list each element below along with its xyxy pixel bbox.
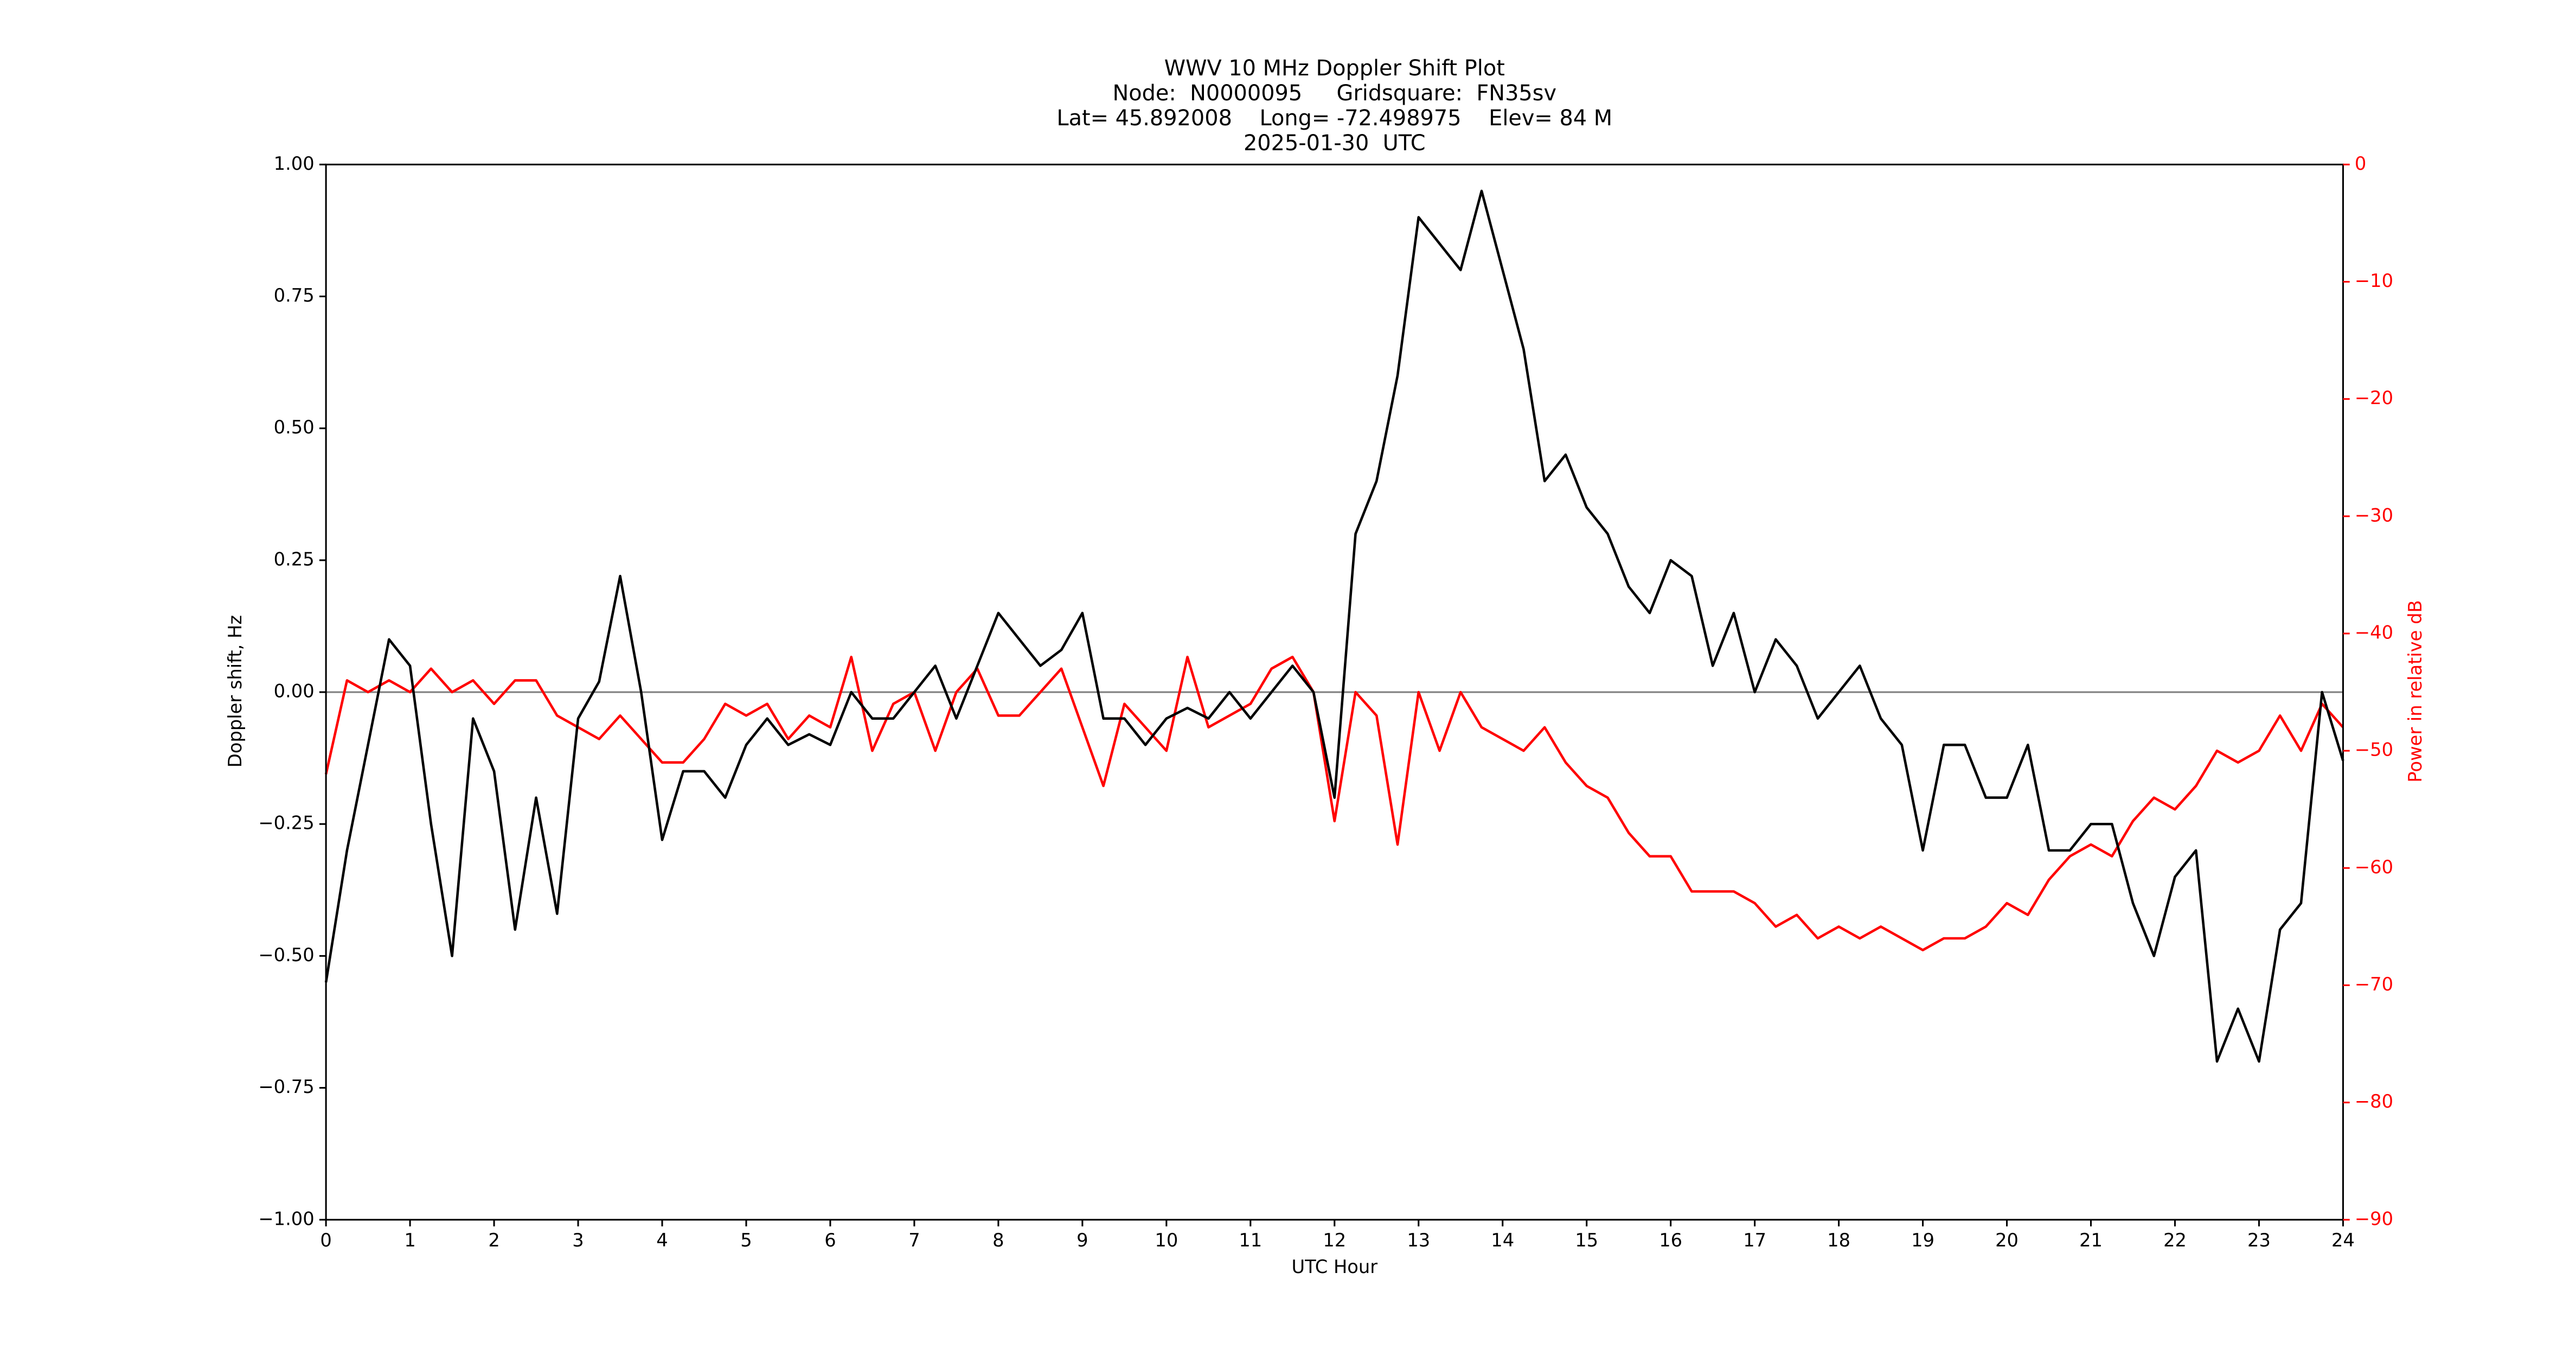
x-tick-label: 15 xyxy=(1575,1230,1598,1251)
y2-axis-label: Power in relative dB xyxy=(2405,600,2426,782)
x-tick-label: 12 xyxy=(1323,1230,1346,1251)
x-tick-label: 10 xyxy=(1155,1230,1178,1251)
y-tick-label: 0.25 xyxy=(274,548,315,570)
data-line xyxy=(324,189,2344,1063)
x-tick-label: 16 xyxy=(1659,1230,1682,1251)
x-tick-label: 13 xyxy=(1407,1230,1430,1251)
y-tick-label: −0.75 xyxy=(258,1076,314,1097)
x-tick-label: 2 xyxy=(488,1230,499,1251)
y-tick-label: 0.00 xyxy=(274,681,315,702)
x-axis-label: UTC Hour xyxy=(1291,1256,1377,1277)
x-tick-label: 5 xyxy=(740,1230,752,1251)
chart-subtitle: 2025-01-30 UTC xyxy=(1244,131,1426,156)
chart-title: WWV 10 MHz Doppler Shift Plot xyxy=(1164,56,1505,81)
x-tick-label: 24 xyxy=(2331,1230,2355,1251)
plot-frame xyxy=(325,163,2344,1221)
x-tick-label: 8 xyxy=(992,1230,1004,1251)
y2-tick-label: 0 xyxy=(2355,153,2366,174)
y2-tick-label: −40 xyxy=(2355,622,2393,643)
data-line xyxy=(324,655,2344,951)
x-tick-label: 23 xyxy=(2247,1230,2271,1251)
y2-tick-label: −30 xyxy=(2355,504,2393,526)
y2-tick-label: −10 xyxy=(2355,270,2393,291)
y2-tick-label: −20 xyxy=(2355,387,2393,408)
y2-tick-label: −90 xyxy=(2355,1208,2393,1229)
x-tick-label: 9 xyxy=(1076,1230,1088,1251)
x-tick-label: 22 xyxy=(2163,1230,2187,1251)
y2-tick-label: −70 xyxy=(2355,974,2393,995)
chart-subtitle: Lat= 45.892008 Long= -72.498975 Elev= 84… xyxy=(1056,106,1612,131)
x-tick-label: 14 xyxy=(1491,1230,1514,1251)
y2-tick-label: −50 xyxy=(2355,739,2393,760)
x-tick-label: 11 xyxy=(1239,1230,1262,1251)
x-tick-label: 1 xyxy=(404,1230,415,1251)
x-tick-label: 0 xyxy=(320,1230,331,1251)
y2-tick-label: −60 xyxy=(2355,856,2393,878)
y-axis-label: Doppler shift, Hz xyxy=(225,615,246,767)
chart-subtitle: Node: N0000095 Gridsquare: FN35sv xyxy=(1113,81,1557,106)
y-tick-label: −0.25 xyxy=(258,813,314,834)
x-tick-label: 21 xyxy=(2079,1230,2103,1251)
y-tick-label: 1.00 xyxy=(274,153,315,174)
x-tick-label: 18 xyxy=(1827,1230,1850,1251)
y-tick-label: −0.50 xyxy=(258,944,314,965)
x-tick-label: 20 xyxy=(1995,1230,2018,1251)
x-tick-label: 17 xyxy=(1743,1230,1766,1251)
y-tick-label: 0.50 xyxy=(274,417,315,438)
x-tick-label: 7 xyxy=(908,1230,920,1251)
x-tick-label: 19 xyxy=(1911,1230,1934,1251)
x-tick-label: 4 xyxy=(656,1230,668,1251)
x-tick-label: 6 xyxy=(824,1230,836,1251)
x-tick-label: 3 xyxy=(572,1230,584,1251)
y-tick-label: −1.00 xyxy=(258,1208,314,1229)
y2-tick-label: −80 xyxy=(2355,1091,2393,1112)
y-tick-label: 0.75 xyxy=(274,285,315,306)
